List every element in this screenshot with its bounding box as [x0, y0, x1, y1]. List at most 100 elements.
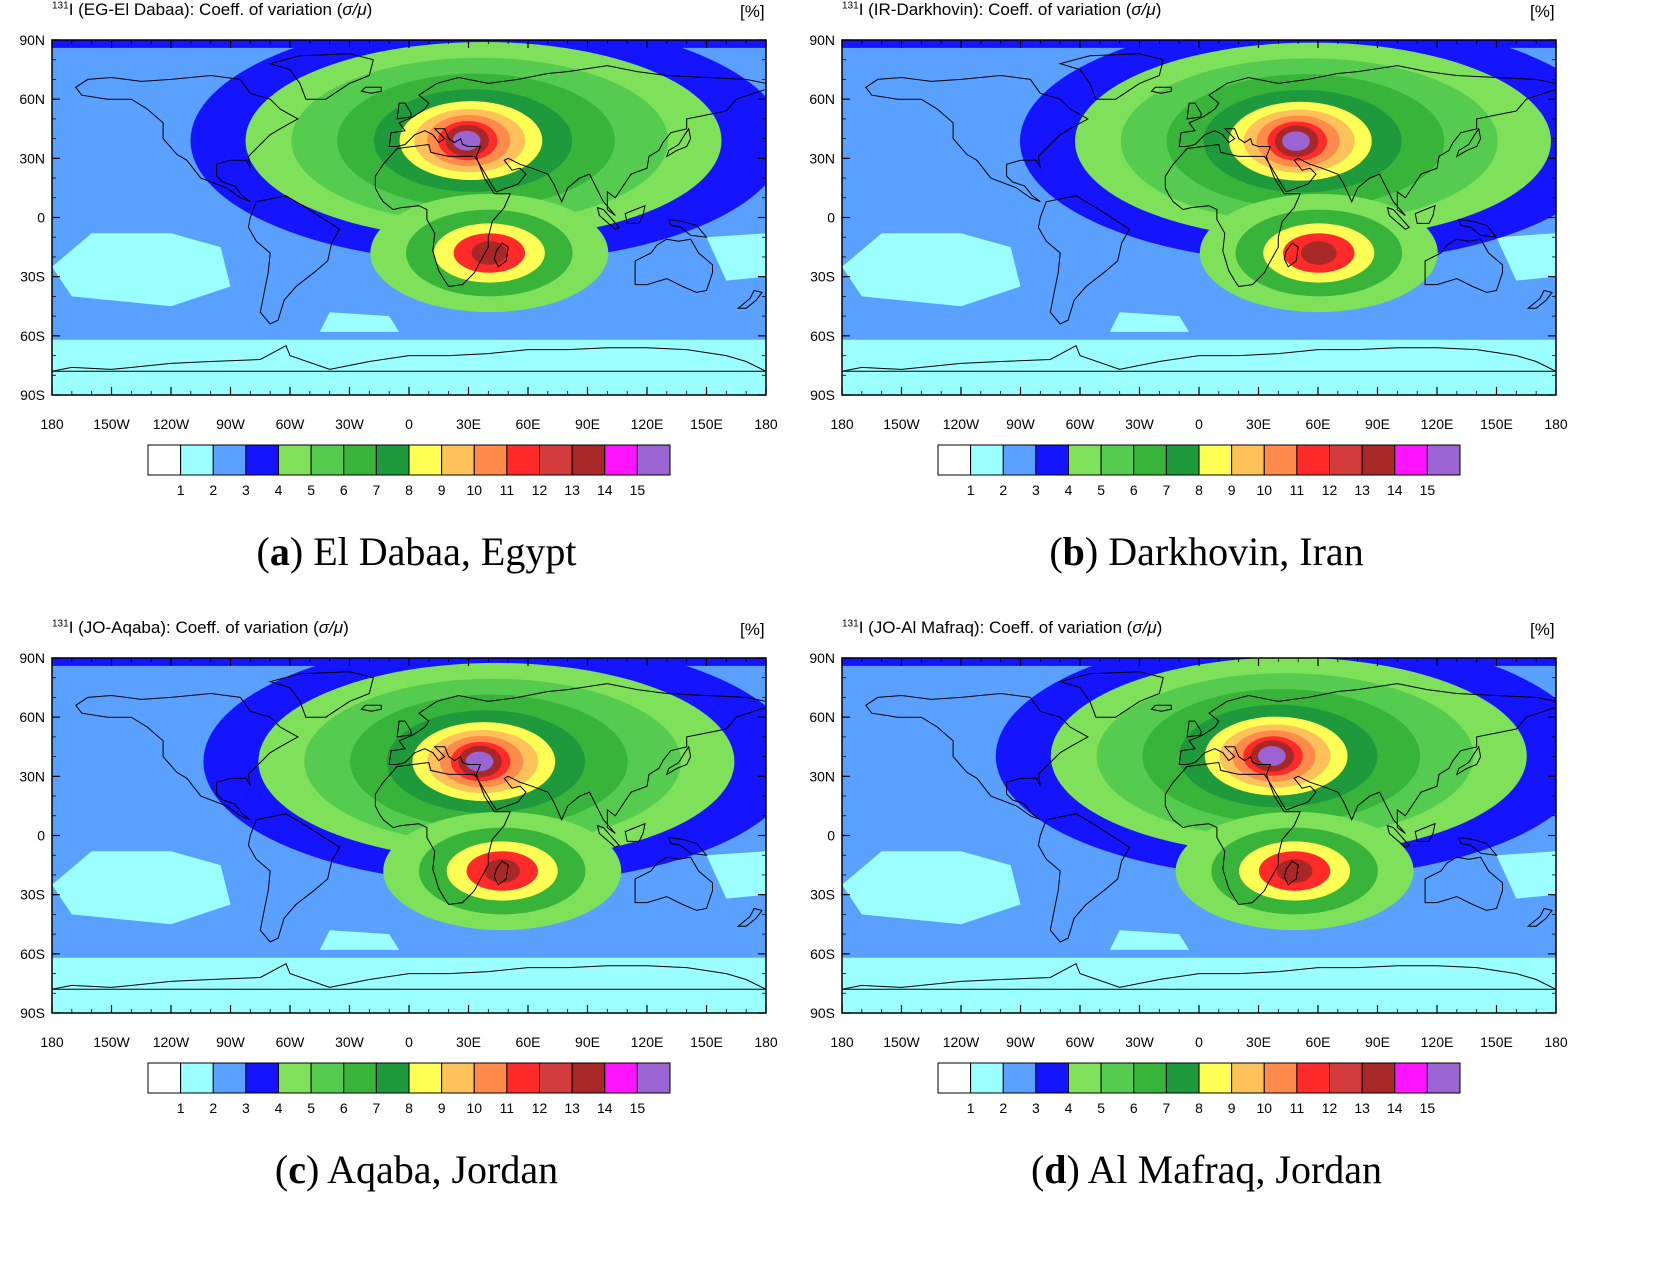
colorbar-swatch: [1198, 1062, 1233, 1094]
colorbar-label: 13: [564, 1100, 580, 1116]
borneo-outline: [1414, 204, 1436, 224]
colorbar-swatch: [408, 444, 443, 476]
lat-tick-label: 0: [37, 828, 45, 844]
plume-contour: [1282, 131, 1310, 152]
lat-tick-label: 30N: [809, 768, 835, 784]
colorbar-label: 6: [1130, 482, 1138, 498]
lon-tick-label: 0: [1195, 416, 1203, 432]
new-guinea-outline: [668, 218, 708, 238]
australia-outline: [1424, 238, 1503, 293]
colorbar-label: 12: [532, 482, 548, 498]
colorbar-label: 1: [177, 1100, 185, 1116]
africa-outline: [1164, 761, 1301, 906]
colorbar-swatch: [506, 444, 540, 476]
panel-c: 131I (JO-Aqaba): Coeff. of variation (σ/…: [0, 618, 833, 1251]
secondary-plume: [1300, 241, 1337, 265]
colorbar-swatch: [1394, 1062, 1428, 1094]
lon-tick-label: 90E: [1365, 416, 1390, 432]
lat-tick-label: 90S: [20, 1005, 45, 1021]
colorbar-swatch: [1068, 1062, 1102, 1094]
colorbar-label: 13: [564, 482, 580, 498]
colorbar-label: 11: [1290, 1100, 1305, 1116]
colorbar-label: 15: [630, 1100, 646, 1116]
japan-outline: [1455, 127, 1482, 158]
colorbar-label: 5: [307, 482, 315, 498]
sumatra-outline: [1386, 206, 1411, 230]
colorbar-swatch: [278, 1062, 312, 1094]
colorbar-swatch: [212, 444, 247, 476]
eurasia-outline: [388, 65, 766, 216]
colorbar-swatch: [278, 444, 312, 476]
eurasia-outline: [1178, 683, 1556, 834]
lon-tick-label: 120E: [1421, 416, 1454, 432]
low-variability-zone: [52, 339, 766, 395]
lon-tick-label: 30E: [456, 1034, 481, 1050]
colorbar-swatch: [604, 1062, 638, 1094]
colorbar-swatch: [441, 444, 475, 476]
colorbar-swatch: [539, 444, 573, 476]
africa-outline: [374, 761, 511, 906]
lon-tick-label: 30W: [335, 1034, 365, 1050]
lat-tick-label: 0: [37, 210, 45, 226]
colorbar-label: 15: [1420, 482, 1436, 498]
colorbar-swatch: [1296, 444, 1330, 476]
low-variability-zone: [52, 233, 231, 307]
colorbar-swatch: [147, 1062, 182, 1094]
colorbar-label: 11: [1290, 482, 1305, 498]
lon-tick-label: 120E: [631, 1034, 664, 1050]
colorbar-swatch: [1263, 1062, 1298, 1094]
low-variability-zone: [706, 233, 766, 281]
colorbar-swatch: [1002, 444, 1037, 476]
plume-contour: [1257, 746, 1286, 766]
colorbar-swatch: [1100, 1062, 1135, 1094]
antarctica-outline: [52, 344, 766, 372]
colorbar-label: 6: [1130, 1100, 1138, 1116]
colorbar-label: 5: [1097, 482, 1105, 498]
panel-title: 131I (IR-Darkhovin): Coeff. of variation…: [842, 0, 1162, 19]
secondary-plume: [1276, 859, 1313, 883]
colorbar-swatch: [310, 444, 345, 476]
lon-tick-label: 120W: [943, 416, 980, 432]
lon-tick-label: 180: [830, 1034, 854, 1050]
colorbar-swatch: [970, 444, 1004, 476]
colorbar-label: 5: [307, 1100, 315, 1116]
lon-tick-label: 30E: [456, 416, 481, 432]
australia-outline: [1424, 856, 1503, 911]
lon-tick-label: 90E: [575, 416, 600, 432]
colorbar-swatch: [245, 444, 279, 476]
unit-label: [%]: [740, 2, 765, 21]
greenland-outline: [268, 671, 374, 718]
lon-tick-label: 120W: [943, 1034, 980, 1050]
colorbar-swatch: [1263, 444, 1298, 476]
colorbar-swatch: [473, 444, 508, 476]
antarctica-outline: [52, 962, 766, 990]
north-america-outline: [75, 74, 299, 203]
colorbar-label: 14: [597, 1100, 613, 1116]
lon-tick-label: 30E: [1246, 1034, 1271, 1050]
colorbar-swatch: [375, 444, 410, 476]
plume-contour: [465, 751, 494, 772]
new-zealand-outline: [736, 907, 763, 927]
colorbar-swatch: [310, 1062, 345, 1094]
panel-a: 131I (EG-El Dabaa): Coeff. of variation …: [0, 0, 833, 633]
lat-tick-label: 30S: [20, 887, 45, 903]
japan-outline: [665, 745, 692, 776]
japan-outline: [665, 127, 692, 158]
colorbar-label: 10: [1256, 482, 1272, 498]
low-variability-zone: [319, 312, 400, 332]
colorbar-label: 2: [999, 482, 1007, 498]
unit-label: [%]: [1530, 620, 1555, 639]
colorbar-label: 11: [500, 1100, 515, 1116]
lon-tick-label: 60W: [276, 1034, 306, 1050]
australia-outline: [634, 238, 713, 293]
colorbar-label: 5: [1097, 1100, 1105, 1116]
greenland-outline: [1058, 53, 1164, 100]
lat-tick-label: 30N: [19, 150, 45, 166]
lon-tick-label: 90W: [216, 416, 246, 432]
lon-tick-label: 120E: [1421, 1034, 1454, 1050]
lon-tick-label: 150W: [93, 416, 130, 432]
madagascar-outline: [493, 242, 509, 268]
lat-tick-label: 30S: [810, 269, 835, 285]
colorbar-label: 3: [1032, 1100, 1040, 1116]
lon-tick-label: 150W: [93, 1034, 130, 1050]
